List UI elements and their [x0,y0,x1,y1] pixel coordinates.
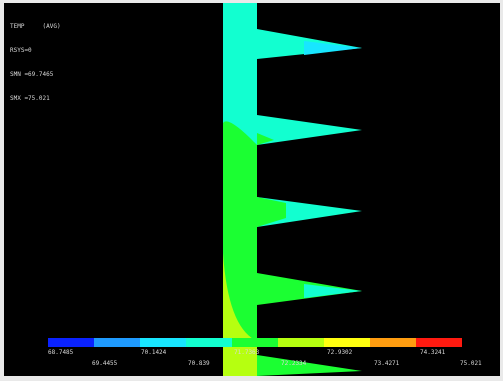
fin-1 [257,29,362,59]
legend-label: 74.3241 [420,349,446,356]
graphics-window: TEMP (AVG) RSYS=0 SMN =69.7465 SMX =75.0… [4,3,500,376]
plot-units: (AVG) [42,23,61,30]
legend-segment [416,338,462,347]
fin-3 [257,197,362,227]
contour-legend-bar [48,338,462,347]
fin-2 [257,115,362,145]
legend-label: 68.7485 [48,349,74,356]
legend-label: 71.7363 [234,349,260,356]
temperature-contour-plot[interactable] [4,3,500,376]
legend-label: 70.839 [188,360,210,367]
plot-title: TEMP [10,23,25,30]
fin-4 [257,273,362,305]
plot-title-row: TEMP (AVG) [10,23,61,31]
rsys-label: RSYS=0 [10,47,32,54]
legend-segment [140,338,186,347]
legend-segment [186,338,232,347]
legend-label: 70.1424 [141,349,167,356]
legend-segment [370,338,416,347]
legend-labels-top: 68.7485 70.1424 71.7363 72.9302 74.3241 [4,349,500,357]
legend-segment [278,338,324,347]
legend-segment [232,338,278,347]
plot-info-block: TEMP (AVG) RSYS=0 SMN =69.7465 SMX =75.0… [10,7,61,119]
legend-label: 72.9302 [327,349,353,356]
legend-label: 72.2334 [281,360,307,367]
legend-segment [324,338,370,347]
legend-labels-bottom: 69.4455 70.839 72.2334 73.4271 75.021 [4,360,500,368]
legend-segment [94,338,140,347]
smn-label: SMN =69.7465 [10,71,54,78]
legend-segment [48,338,94,347]
legend-label: 75.021 [460,360,482,367]
fin-5 [257,355,362,376]
smx-label: SMX =75.021 [10,95,50,102]
legend-label: 69.4455 [92,360,118,367]
legend-label: 73.4271 [374,360,400,367]
